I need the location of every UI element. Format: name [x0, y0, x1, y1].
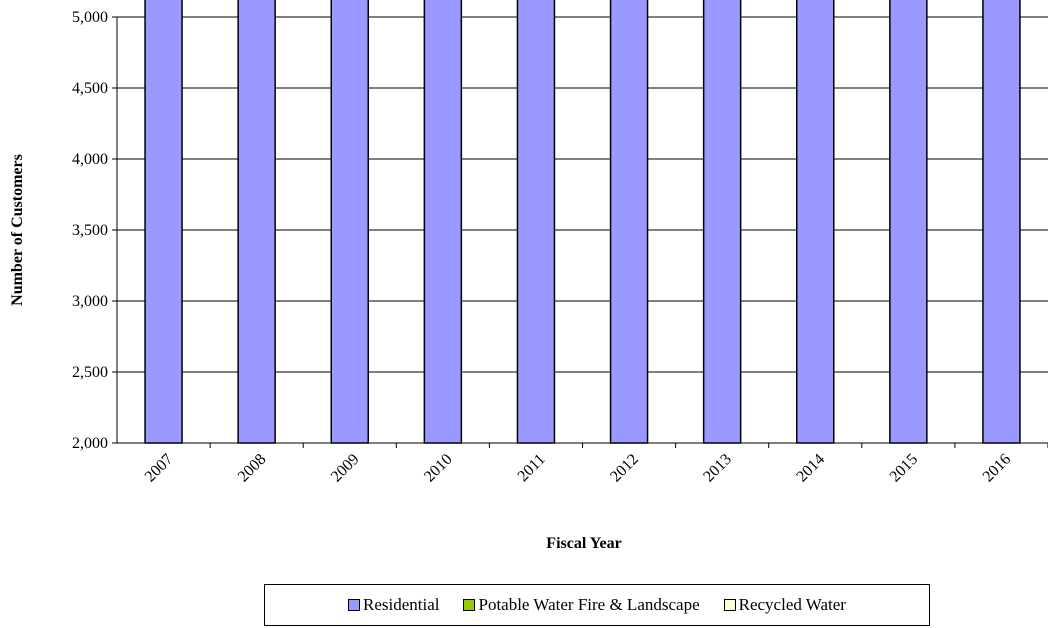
x-tick-label: 2012	[607, 451, 642, 486]
x-tick-label: 2009	[328, 451, 363, 486]
legend-label-recycled-water: Recycled Water	[738, 595, 846, 614]
x-tick-label: 2010	[421, 451, 456, 486]
x-tick-label: 2007	[142, 451, 177, 486]
bar-segment-residential-2013	[702, 0, 742, 444]
bar-segment-residential-2012	[609, 0, 649, 444]
x-tick-label: 2015	[887, 451, 922, 486]
y-tick-label: 5,000	[72, 9, 108, 26]
bar-segment-residential-2011	[516, 0, 556, 444]
bar-segment-residential-2009	[330, 0, 369, 444]
y-tick-label: 3,000	[72, 293, 108, 310]
legend-item-recycled-water: Recycled Water	[723, 595, 846, 615]
legend-swatch-potable-water	[463, 599, 476, 611]
chart: 2,000 2,500 3,000 3,500 4,000 4,500 5,000 2007…	[9, 0, 1048, 552]
y-tick-label: 4,000	[72, 151, 108, 168]
legend-item-residential: Residential	[348, 595, 439, 615]
bar-segment-residential-2014	[796, 0, 835, 444]
bars	[144, 0, 1021, 444]
y-axis-title: Number of Customers	[9, 154, 26, 306]
x-tick-label: 2014	[793, 451, 828, 486]
y-tick-labels: 2,000 2,500 3,000 3,500 4,000 4,500 5,000	[72, 9, 108, 452]
y-tick-label: 2,000	[72, 435, 108, 452]
y-tick-label: 2,500	[72, 364, 108, 381]
legend-label-potable-water: Potable Water Fire & Landscape	[478, 595, 700, 614]
bar-segment-residential-2010	[423, 0, 463, 444]
legend-swatch-recycled-water	[723, 599, 736, 611]
x-tick-label: 2016	[980, 451, 1015, 486]
bar-segment-residential-2015	[889, 0, 928, 444]
y-tick-label: 4,500	[72, 80, 108, 97]
x-tick-label: 2008	[235, 451, 270, 486]
bar-segment-residential-2008	[237, 0, 276, 444]
axes	[112, 16, 1048, 448]
legend-swatch-residential	[348, 599, 360, 611]
legend-label-residential: Residential	[363, 595, 440, 614]
x-tick-label: 2013	[700, 451, 735, 486]
y-tick-label: 3,500	[72, 222, 108, 239]
legend-item-potable-water: Potable Water Fire & Landscape	[463, 595, 700, 615]
bar-segment-residential-2016	[982, 0, 1021, 444]
x-tick-labels: 2007 2008 2009 2010 2011 2012 2013 2014 2015 2016	[142, 451, 1015, 486]
x-axis-title: Fiscal Year	[546, 535, 621, 552]
legend: Residential Potable Water Fire & Landsca…	[264, 584, 930, 626]
bar-segment-residential-2007	[144, 0, 183, 444]
x-tick-label: 2011	[515, 451, 549, 485]
